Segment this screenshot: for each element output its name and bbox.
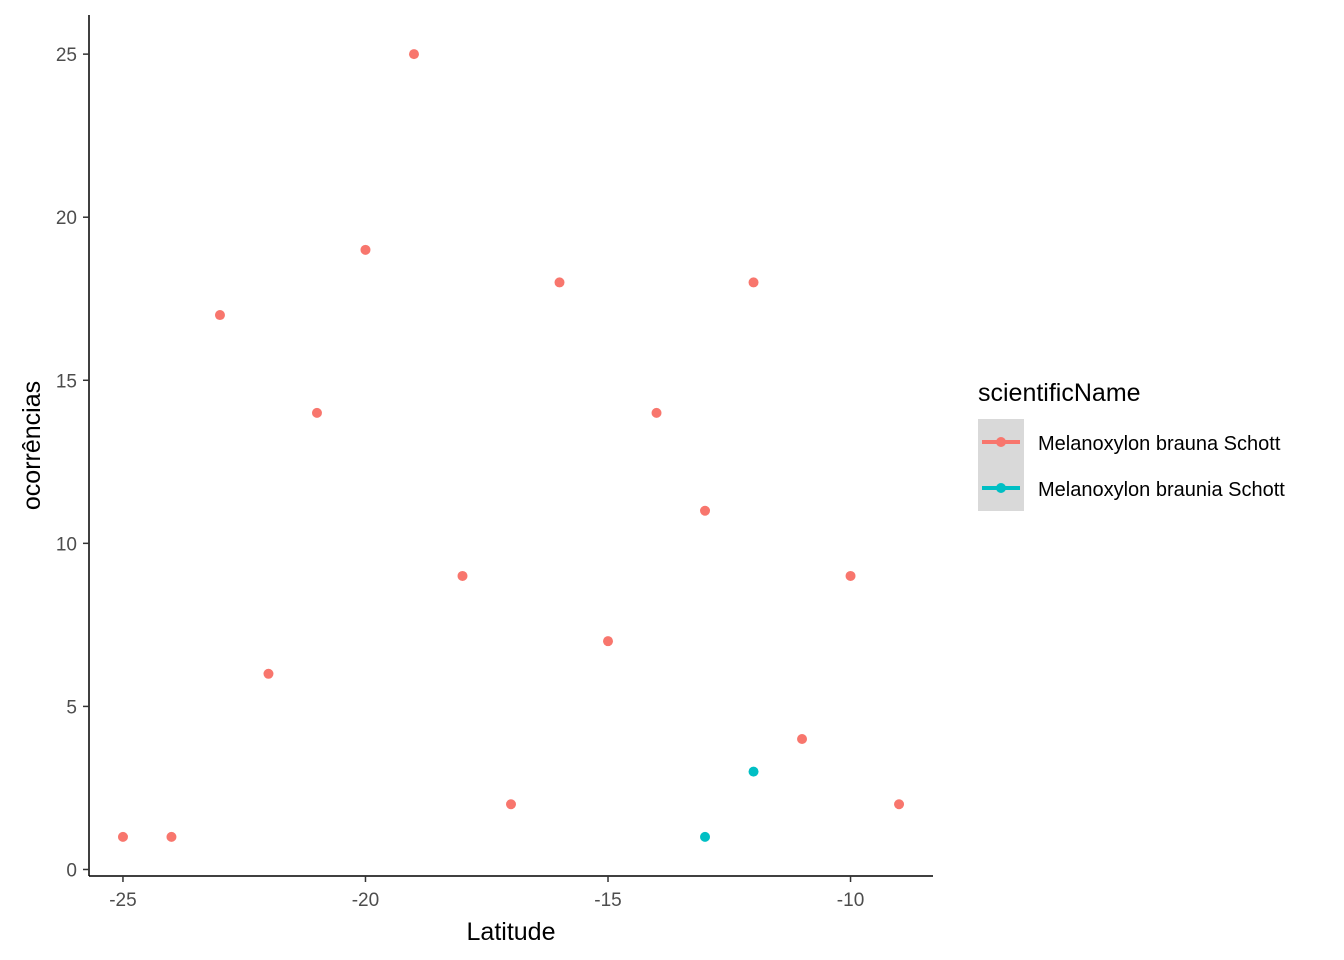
data-point-series-1	[651, 407, 662, 418]
legend-key-background	[978, 419, 1024, 511]
x-ticks: -25 -20 -15 -10	[109, 876, 864, 911]
y-tick-label: 5	[66, 697, 77, 718]
data-point-series-1	[263, 668, 274, 679]
legend-label: Melanoxylon brauna Schott	[1038, 433, 1281, 455]
axes: -25 -20 -15 -10 0 5 10 15 20 25	[56, 15, 933, 911]
data-point-series-1	[408, 49, 419, 60]
data-point-series-1	[554, 277, 565, 288]
data-point-series-1	[748, 277, 759, 288]
data-point-series-2	[700, 831, 711, 842]
y-ticks: 0 5 10 15 20 25	[56, 45, 89, 881]
y-tick-label: 20	[56, 208, 77, 229]
y-tick-label: 10	[56, 534, 77, 555]
data-point-series-1	[214, 310, 225, 321]
x-tick-label: -20	[352, 890, 379, 911]
y-tick-label: 15	[56, 371, 77, 392]
data-point-series-1	[506, 799, 516, 810]
legend-key-point	[996, 437, 1006, 447]
data-point-series-1	[311, 407, 322, 418]
legend-title: scientificName	[978, 379, 1141, 407]
x-tick-label: -15	[594, 890, 621, 911]
y-tick-label: 0	[66, 860, 77, 881]
data-points	[117, 49, 905, 842]
data-point-series-1	[894, 799, 905, 810]
x-tick-label: -10	[837, 890, 864, 911]
data-point-series-1	[797, 734, 808, 745]
data-point-series-2	[748, 766, 759, 777]
data-point-series-1	[603, 636, 614, 647]
data-point-series-1	[845, 570, 856, 581]
data-point-series-1	[166, 831, 177, 842]
legend-label: Melanoxylon braunia Schott	[1038, 479, 1285, 501]
legend: scientificName Melanoxylon brauna Schott…	[978, 379, 1285, 511]
data-point-series-1	[117, 831, 128, 842]
legend-key-point	[996, 483, 1006, 493]
y-tick-label: 25	[56, 45, 77, 66]
y-axis-title: ocorrências	[18, 381, 46, 510]
data-point-series-1	[457, 570, 468, 581]
data-point-series-1	[700, 505, 711, 516]
x-axis-title: Latitude	[467, 918, 556, 946]
x-tick-label: -25	[109, 890, 136, 911]
data-point-series-1	[360, 244, 371, 255]
legend-items: Melanoxylon brauna Schott Melanoxylon bra…	[978, 419, 1285, 511]
